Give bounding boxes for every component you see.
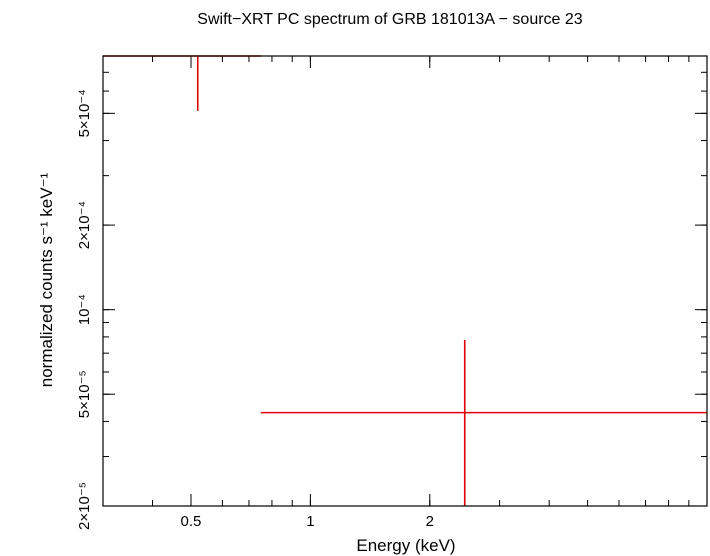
data-point xyxy=(103,55,261,111)
axis-ticks: 0.5 1 2 2×10⁻⁵ 5×10⁻⁵ 10⁻⁴ 2×10⁻⁴ 5×10⁻⁴ xyxy=(76,55,708,530)
plot-frame xyxy=(102,55,708,507)
chart-title: Swift−XRT PC spectrum of GRB 181013A − s… xyxy=(197,11,582,28)
x-tick-label: 0.5 xyxy=(181,513,202,530)
y-tick-label: 5×10⁻⁴ xyxy=(76,89,93,137)
x-tick-label: 2 xyxy=(426,513,434,530)
x-tick-label: 1 xyxy=(306,513,314,530)
data-points xyxy=(103,55,707,506)
y-tick-label: 10⁻⁴ xyxy=(76,294,93,325)
y-tick-label: 2×10⁻⁴ xyxy=(76,201,93,249)
data-point xyxy=(260,339,707,506)
y-axis-label: normalized counts s⁻¹ keV⁻¹ xyxy=(37,172,56,387)
x-axis-label: Energy (keV) xyxy=(356,536,455,555)
y-tick-label: 2×10⁻⁵ xyxy=(76,482,93,530)
y-tick-label: 5×10⁻⁵ xyxy=(76,370,93,418)
